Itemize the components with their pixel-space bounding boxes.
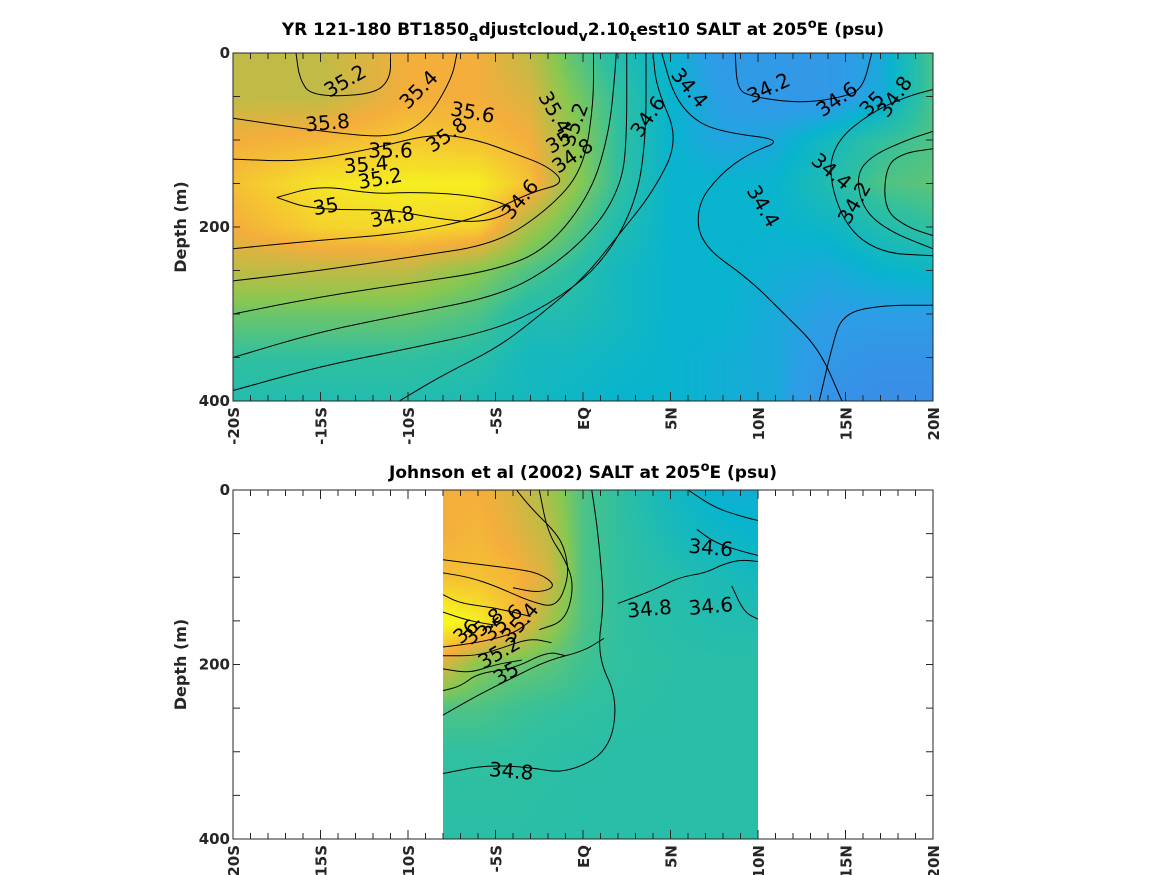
x-tick-label: EQ [575,407,593,430]
title-part: o [808,17,817,32]
contour-line [443,490,569,606]
contour-line [276,187,510,222]
panel-1: 35.2 35.4 35.635.8 35.8 35.435.23534.834.634… [171,17,943,445]
contour-line [233,53,647,392]
x-tick-label: -15S [313,407,331,445]
contour-label: 35.6 [368,138,413,162]
title-part: t [630,29,637,45]
contour-line [830,89,933,257]
contour-line [443,559,553,592]
chart-title: Johnson et al (2002) SALT at 205oE (psu) [388,460,777,483]
contour-line [443,659,522,673]
title-part: a [469,29,478,45]
contour-label: 35.4 [343,150,389,178]
contour-label: 35.8 [304,109,350,137]
title-part: 2.10 [588,20,630,40]
contour-line [538,490,573,631]
contour-line [884,148,933,237]
chart-title: YR 121-180 BT1850adjustcloudv2.10test10 … [281,17,884,45]
x-tick-label: -20S [225,845,243,875]
contour-line [398,53,674,401]
x-tick-label: -15S [313,845,331,875]
contour-line [818,304,933,401]
contour-line [696,528,758,556]
x-tick-label: 20N [925,845,943,875]
contour-lines [443,490,758,775]
contour-line [661,53,843,401]
contour-lines [233,53,933,401]
contour-line [233,53,617,315]
y-axis-label: Depth (m) [171,619,190,711]
contour-label: 34.8 [626,595,672,623]
x-tick-label: 15N [838,845,856,875]
x-tick-label: 15N [838,407,856,440]
contour-line [443,652,566,692]
salinity-heatmap [233,53,933,401]
contour-line [233,134,561,250]
y-tick-label: 400 [199,392,230,410]
x-tick-label: EQ [575,845,593,868]
x-tick-label: 5N [663,845,681,868]
x-tick-label: -20S [225,407,243,445]
contour-label: 35 [311,192,340,220]
contour-line [233,53,628,358]
x-tick-label: -5S [488,845,506,872]
contour-line [233,53,458,137]
contour-line [443,637,605,716]
contour-line [443,639,552,657]
title-part: o [701,460,710,475]
contour-line [857,130,933,250]
title-part: YR 121-180 BT1850 [281,20,469,40]
panel-2: 34.634.634.834.83635.835.635.435.235-20S… [171,460,943,875]
contour-line [443,611,496,626]
contour-line [443,620,531,648]
contour-line [617,559,758,604]
x-tick-label: -10S [400,407,418,445]
title-part: Johnson et al (2002) SALT at 205 [388,463,701,483]
x-tick-label: 10N [750,407,768,440]
salinity-heatmap [443,490,758,839]
x-tick-label: 5N [663,407,681,430]
contour-label: 34.8 [488,757,534,785]
contour-line [731,585,758,620]
y-tick-label: 200 [199,656,230,674]
contour-line [443,594,531,617]
y-axis-label: Depth (m) [171,181,190,273]
x-tick-label: 10N [750,845,768,875]
title-part: v [579,29,588,45]
x-tick-label: -5S [488,407,506,434]
y-tick-label: 200 [199,218,230,236]
contour-line [687,490,758,522]
y-tick-label: 400 [199,830,230,848]
contour-line [233,53,594,282]
title-part: djustcloud [478,20,578,40]
x-tick-label: 20N [925,407,943,440]
contour-label: 34.6 [688,534,734,562]
contour-line [295,53,391,97]
title-part: est10 SALT at 205 [636,20,807,40]
y-tick-label: 0 [220,44,230,62]
title-part: E (psu) [817,20,884,40]
contour-line [734,53,873,103]
title-part: E (psu) [710,463,777,483]
contour-label: 34.6 [688,592,734,620]
x-tick-label: -10S [400,845,418,875]
contour-line [443,490,616,775]
y-tick-label: 0 [220,481,230,499]
